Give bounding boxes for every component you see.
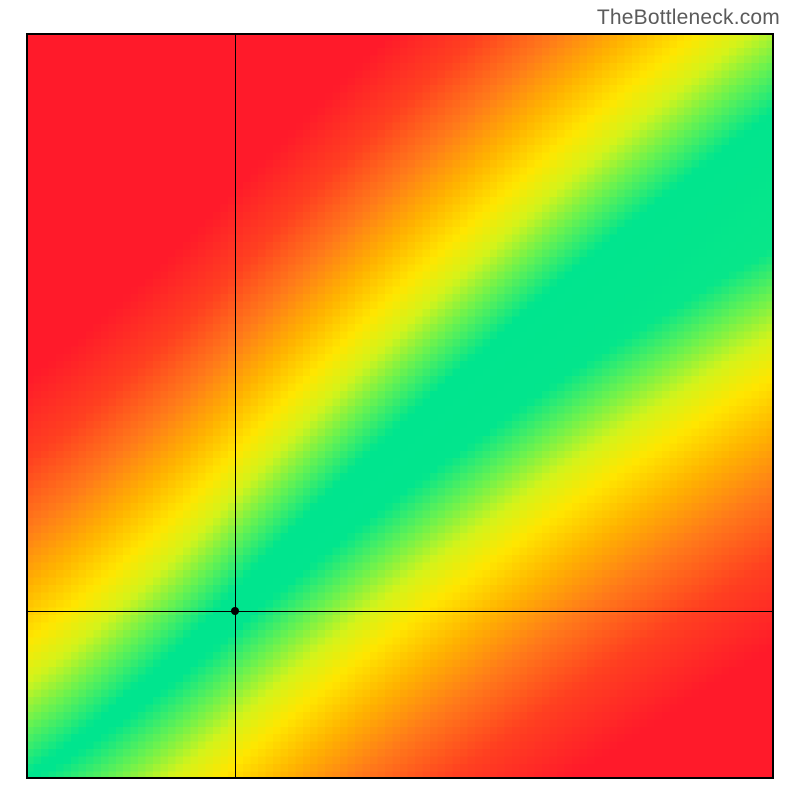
watermark-text: TheBottleneck.com bbox=[597, 6, 780, 30]
heatmap-canvas bbox=[26, 33, 774, 779]
heatmap-plot bbox=[26, 33, 774, 779]
